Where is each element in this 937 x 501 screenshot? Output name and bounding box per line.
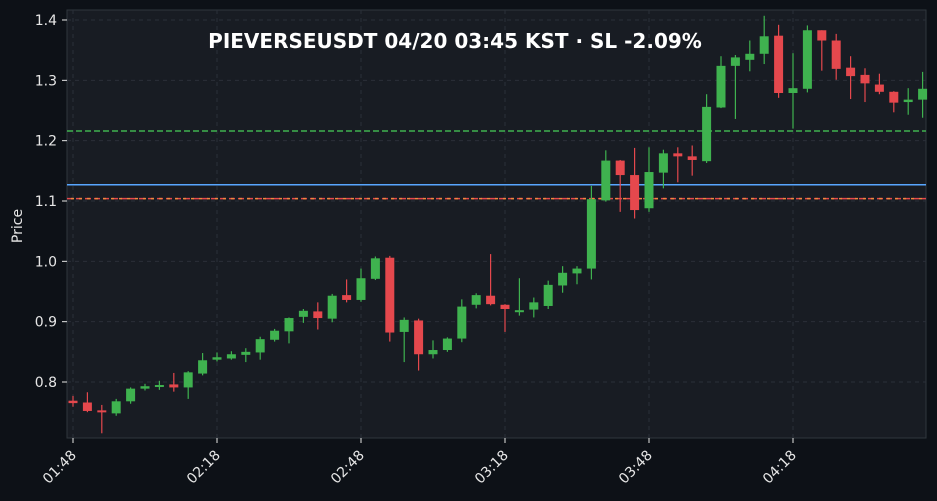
candle-up: [442, 337, 452, 352]
y-tick-label: 1.0: [35, 254, 57, 270]
candle-down: [630, 147, 640, 219]
plot-area: [66, 9, 927, 439]
candle-up: [241, 348, 251, 363]
candle-up: [529, 297, 539, 318]
candle-up: [356, 268, 366, 302]
y-tick-label: 1.2: [35, 134, 57, 150]
y-tick-label: 0.8: [35, 375, 57, 391]
candle-up: [745, 40, 755, 72]
candle-down: [385, 255, 395, 342]
candle-down: [831, 33, 841, 80]
candle-up: [457, 299, 467, 343]
candle-up: [226, 351, 236, 360]
candle-up: [284, 317, 294, 344]
candle-up: [918, 71, 928, 118]
candles: [68, 15, 928, 434]
candle-up: [572, 266, 582, 285]
candle-up: [558, 266, 568, 293]
candle-down: [486, 254, 496, 306]
candle-up: [702, 94, 712, 163]
candle-up: [270, 328, 280, 342]
candle-up: [111, 398, 121, 416]
candle-down: [615, 159, 625, 212]
candle-up: [730, 54, 740, 119]
candle-down: [342, 279, 352, 303]
candle-up: [198, 353, 208, 376]
candle-up: [428, 340, 438, 359]
candle-down: [687, 145, 697, 176]
candle-up: [212, 352, 222, 362]
candle-down: [313, 302, 323, 330]
candle-down: [889, 91, 899, 113]
candle-up: [154, 380, 164, 390]
candle-down: [846, 56, 856, 100]
candle-up: [255, 336, 265, 360]
candle-up: [716, 56, 726, 109]
candle-up: [370, 256, 380, 281]
candle-up: [903, 88, 913, 115]
candle-down: [82, 392, 92, 413]
y-axis-label: Price: [10, 209, 26, 243]
candle-up: [327, 293, 337, 323]
candle-up: [514, 278, 524, 316]
y-tick-label: 1.3: [35, 73, 57, 89]
candle-up: [183, 371, 193, 399]
candle-down: [68, 395, 78, 407]
candle-down: [500, 304, 510, 332]
candle-down: [874, 73, 884, 95]
candle-down: [169, 372, 179, 392]
candle-down: [673, 147, 683, 183]
candle-up: [298, 308, 308, 323]
candle-up: [140, 383, 150, 391]
candle-up: [399, 317, 409, 363]
candle-down: [97, 404, 107, 434]
candle-up: [586, 185, 596, 280]
candle-down: [817, 30, 827, 71]
candle-down: [774, 24, 784, 98]
candle-up: [471, 293, 481, 309]
candle-up: [658, 149, 668, 189]
candle-up: [601, 150, 611, 202]
chart-title: PIEVERSEUSDT 04/20 03:45 KST · SL -2.09%: [208, 29, 702, 53]
candle-up: [126, 387, 136, 404]
candle-up: [788, 53, 798, 129]
candle-down: [414, 318, 424, 371]
candle-down: [860, 68, 870, 103]
y-tick-label: 1.4: [35, 13, 57, 29]
candle-up: [543, 280, 553, 309]
y-tick-label: 1.1: [35, 194, 57, 210]
candle-up: [644, 147, 654, 212]
y-tick-label: 0.9: [35, 315, 57, 331]
candle-up: [759, 15, 769, 65]
candle-up: [802, 25, 812, 93]
